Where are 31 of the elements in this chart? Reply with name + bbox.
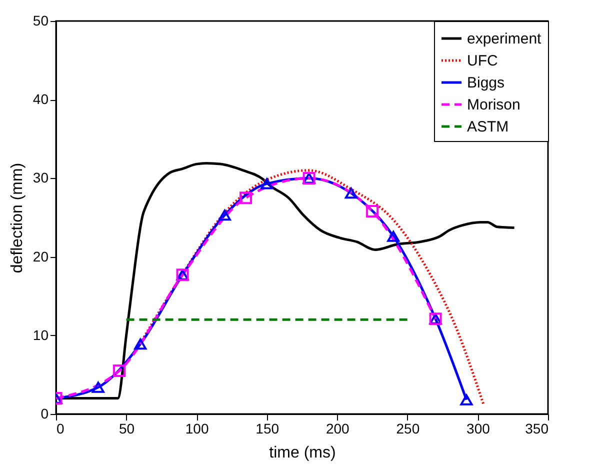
- legend-label: experiment: [467, 30, 542, 48]
- point: [92, 382, 104, 393]
- legend-label: UFC: [467, 52, 498, 70]
- x-tick-label: 350: [525, 420, 549, 436]
- point: [134, 338, 147, 350]
- point: [387, 230, 400, 242]
- x-tick-label: 200: [326, 420, 350, 436]
- y-tick-label: 20: [32, 248, 49, 264]
- point: [260, 178, 274, 190]
- x-tick-label: 150: [256, 420, 280, 436]
- point: [218, 210, 231, 221]
- y-tick-label: 10: [32, 326, 49, 343]
- x-tick-label: 0: [56, 420, 64, 436]
- x-tick-label: 300: [466, 420, 490, 436]
- legend-label: Biggs: [467, 74, 505, 92]
- point: [344, 188, 358, 199]
- legend-label: ASTM: [467, 118, 509, 136]
- y-tick-label: 0: [40, 406, 49, 422]
- point: [240, 192, 252, 204]
- x-tick-label: 100: [185, 420, 209, 436]
- x-axis-title: time (ms): [269, 444, 336, 462]
- point: [366, 204, 379, 218]
- x-tick-label: 250: [396, 420, 420, 436]
- legend-label: Morison: [467, 96, 520, 114]
- x-tick-label: 50: [118, 420, 135, 436]
- y-tick-label: 30: [32, 170, 49, 186]
- point: [460, 394, 473, 406]
- y-tick-label: 40: [32, 91, 49, 108]
- y-tick-label: 50: [32, 12, 49, 28]
- point: [113, 364, 126, 378]
- y-axis-title: deflection (mm): [8, 162, 26, 274]
